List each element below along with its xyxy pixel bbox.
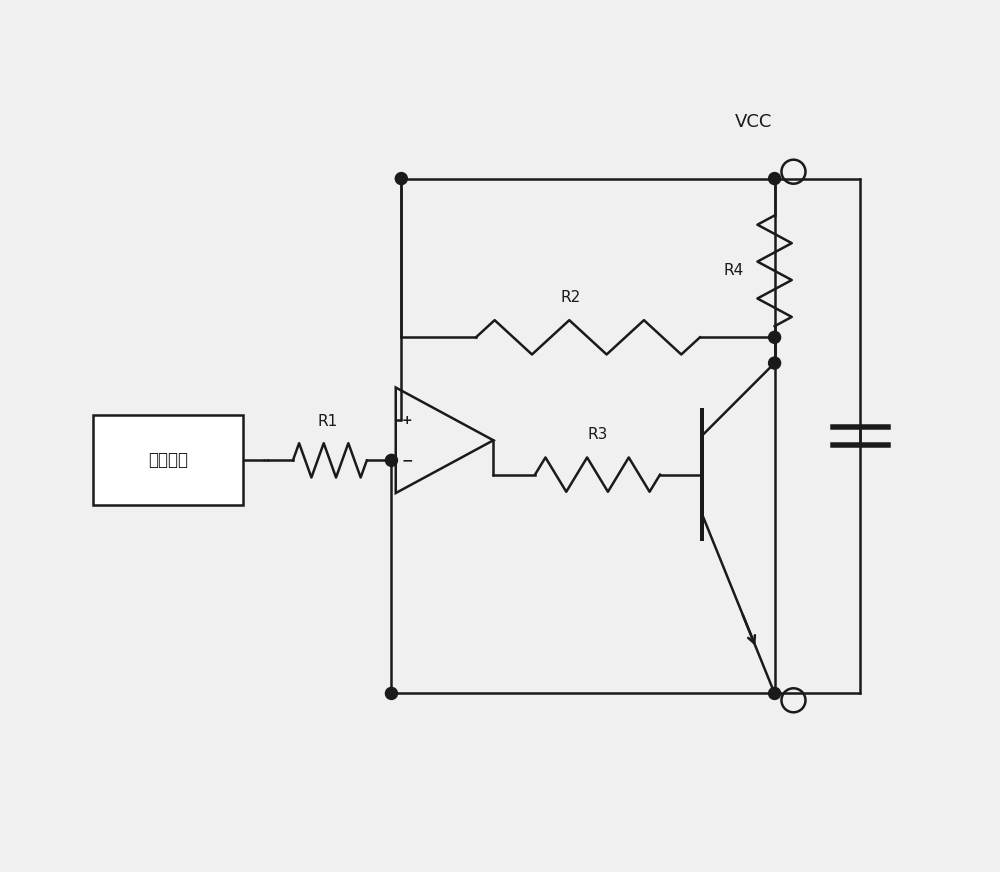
Circle shape: [385, 687, 397, 699]
Text: R2: R2: [561, 290, 581, 304]
FancyBboxPatch shape: [93, 415, 243, 506]
Circle shape: [385, 454, 397, 467]
Circle shape: [769, 331, 781, 344]
Text: R1: R1: [318, 414, 338, 429]
Text: −: −: [401, 453, 413, 467]
Text: +: +: [402, 413, 412, 426]
Text: R4: R4: [723, 263, 744, 278]
Circle shape: [769, 357, 781, 369]
Circle shape: [769, 687, 781, 699]
Circle shape: [395, 173, 407, 185]
Circle shape: [769, 173, 781, 185]
Text: 参考电压: 参考电压: [148, 452, 188, 469]
Text: R3: R3: [587, 427, 608, 442]
Text: VCC: VCC: [734, 113, 772, 132]
